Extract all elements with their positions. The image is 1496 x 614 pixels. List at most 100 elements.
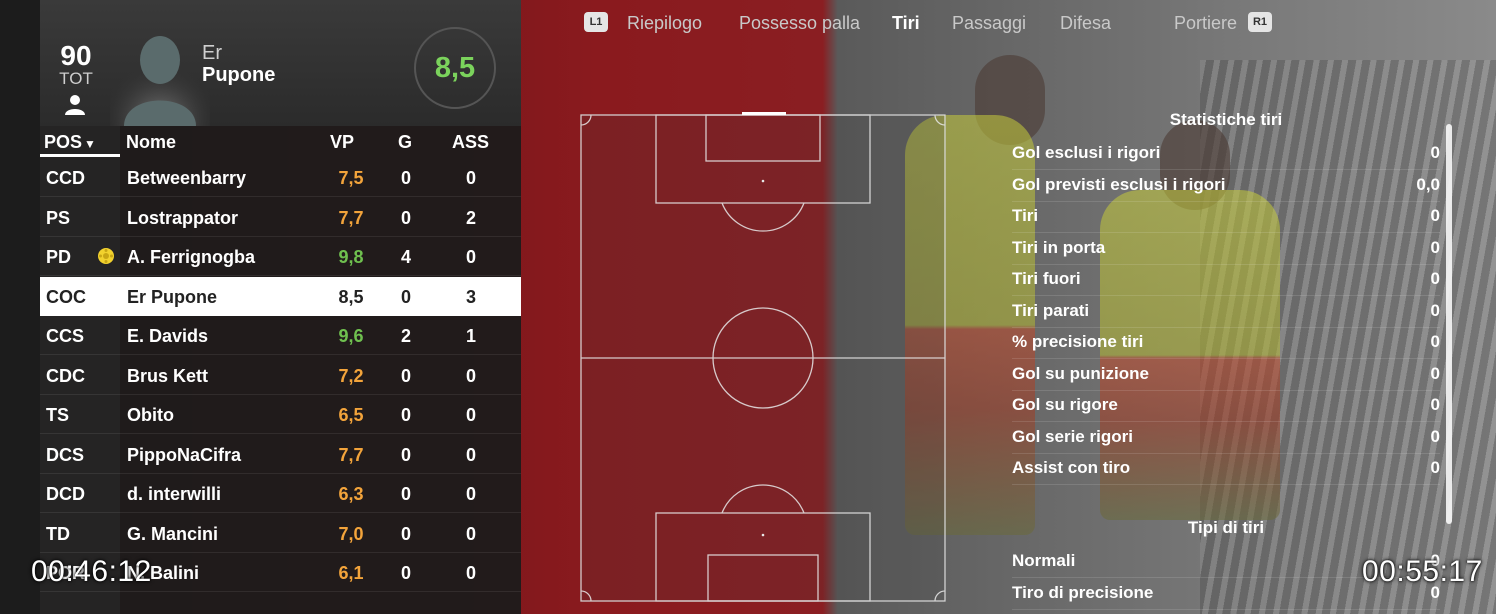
timestamp-left: 00:46:12 (31, 555, 152, 588)
left-edge (0, 0, 40, 614)
stat-row: Gol serie rigori 0 (1012, 422, 1440, 454)
timestamp-right: 00:55:17 (1362, 555, 1483, 588)
stat-label: Gol previsti esclusi i rigori (1012, 174, 1226, 194)
r1-button-icon[interactable]: R1 (1248, 12, 1272, 32)
stat-value: 0 (1430, 582, 1440, 602)
stat-label: Tiri in porta (1012, 237, 1106, 257)
stat-row: Gol su rigore 0 (1012, 390, 1440, 422)
match-rating: 8,5 (414, 27, 496, 109)
player-row[interactable]: CCS E. Davids 9,6 2 1 (40, 316, 521, 355)
pos-header[interactable]: POS ▼ (44, 132, 96, 152)
tab-passaggi[interactable]: Passaggi (952, 13, 1027, 33)
tab-tiri[interactable]: Tiri (892, 13, 920, 33)
player-row[interactable]: PD A. Ferrignogba 9,8 4 0 (40, 237, 521, 276)
player-rating: 6,1 (338, 563, 364, 583)
stat-row: Tiri fuori 0 (1012, 264, 1440, 296)
player-goals: 0 (400, 444, 411, 465)
stat-value: 0 (1430, 458, 1440, 477)
player-assists: 0 (465, 168, 476, 188)
player-row[interactable]: DCD d. interwilli 6,3 0 0 (40, 474, 521, 513)
player-assists: 0 (465, 444, 476, 465)
player-row[interactable]: TS Obito 6,5 0 0 (40, 395, 521, 434)
player-assists: 3 (465, 286, 476, 307)
player-row[interactable]: CDC Brus Kett 7,2 0 0 (40, 356, 521, 395)
stats-scrollbar[interactable] (1446, 124, 1452, 524)
person-icon (65, 95, 85, 115)
stat-row: Assist con tiro 0 (1012, 453, 1440, 485)
player-position: CCS (46, 326, 85, 346)
player-name: E. Davids (127, 326, 209, 346)
player-row[interactable]: COC Er Pupone 8,5 0 3 (40, 276, 521, 316)
player-goals: 0 (400, 365, 411, 386)
stat-row: Tiri 0 (1012, 201, 1440, 233)
ass-header[interactable]: ASS (452, 132, 490, 152)
player-row[interactable]: POR N. Balini 6,1 0 0 (40, 553, 521, 592)
stat-value: 0 (1430, 426, 1440, 446)
overall-value: 90 (60, 40, 92, 71)
stat-label: Tiri parati (1012, 300, 1090, 320)
player-position: PS (46, 207, 71, 228)
stat-value: 0 (1430, 551, 1440, 570)
shot-types-title: Tipi di tiri (1187, 518, 1265, 537)
stat-label: Gol su punizione (1012, 363, 1149, 383)
player-row[interactable]: PS Lostrappator 7,7 0 2 (40, 198, 521, 237)
stat-label: Gol esclusi i rigori (1012, 143, 1161, 162)
sort-down-icon: ▼ (84, 137, 96, 151)
stat-row: Tiro di precisione 0 (1012, 578, 1440, 610)
player-goals: 0 (400, 523, 411, 544)
tab-difesa[interactable]: Difesa (1060, 13, 1112, 33)
player-first-name: Er (202, 42, 222, 64)
player-last-name: Pupone (202, 64, 276, 86)
overall-rating: 90 TOT (56, 42, 96, 88)
stat-value: 0 (1430, 206, 1440, 225)
pitch-lines (580, 114, 946, 602)
stat-value: 0 (1430, 363, 1440, 383)
name-header[interactable]: Nome (126, 132, 177, 152)
player-position: TS (46, 405, 70, 425)
player-name: d. interwilli (127, 484, 222, 504)
stat-row: Gol su punizione 0 (1012, 359, 1440, 391)
player-row[interactable]: DCS PippoNaCifra 7,7 0 0 (40, 435, 521, 474)
goal-marker (742, 112, 786, 115)
player-assists: 0 (465, 365, 476, 386)
stat-value: 0 (1430, 269, 1440, 288)
stats-title: Statistiche tiri (1169, 110, 1283, 129)
tab-portiere[interactable]: Portiere (1174, 13, 1238, 33)
stat-value: 0 (1430, 237, 1440, 257)
vp-header[interactable]: VP (330, 132, 355, 152)
player-assists: 0 (465, 523, 476, 544)
player-name: Er Pupone (127, 286, 218, 307)
stat-row: Gol previsti esclusi i rigori 0,0 (1012, 170, 1440, 202)
player-assists: 0 (465, 484, 476, 504)
player-row[interactable]: TD G. Mancini 7,0 0 0 (40, 514, 521, 553)
player-rating: 7,2 (338, 365, 364, 386)
player-avatar (110, 30, 210, 126)
player-name: N. Balini (127, 563, 200, 583)
player-position: DCD (46, 484, 85, 504)
player-position: DCS (46, 444, 85, 465)
shot-map-pitch (580, 114, 946, 602)
stat-value: 0 (1430, 143, 1440, 162)
player-name: Obito (127, 405, 174, 425)
stat-value: 0 (1430, 395, 1440, 414)
player-rating: 7,7 (338, 444, 364, 465)
player-rating: 7,7 (338, 207, 364, 228)
player-goals: 4 (400, 247, 411, 267)
stat-value: 0 (1430, 300, 1440, 320)
stat-row: Normali 0 (1012, 546, 1440, 578)
player-rating: 7,0 (338, 523, 364, 544)
g-header[interactable]: G (398, 132, 413, 152)
player-row[interactable]: CCD Betweenbarry 7,5 0 0 (40, 158, 521, 197)
player-rating: 6,3 (338, 484, 364, 504)
player-goals: 0 (400, 207, 411, 228)
player-goals: 2 (400, 326, 411, 346)
player-rating: 9,6 (338, 326, 364, 346)
sort-indicator (40, 154, 120, 157)
tab-possesso-palla[interactable]: Possesso palla (739, 13, 861, 33)
steward-figure (1100, 190, 1280, 520)
player-rating: 7,5 (338, 168, 364, 188)
player-rating: 8,5 (338, 286, 364, 307)
tab-riepilogo[interactable]: Riepilogo (627, 13, 703, 33)
player-assists: 0 (465, 563, 476, 583)
l1-button-icon[interactable]: L1 (584, 12, 608, 32)
